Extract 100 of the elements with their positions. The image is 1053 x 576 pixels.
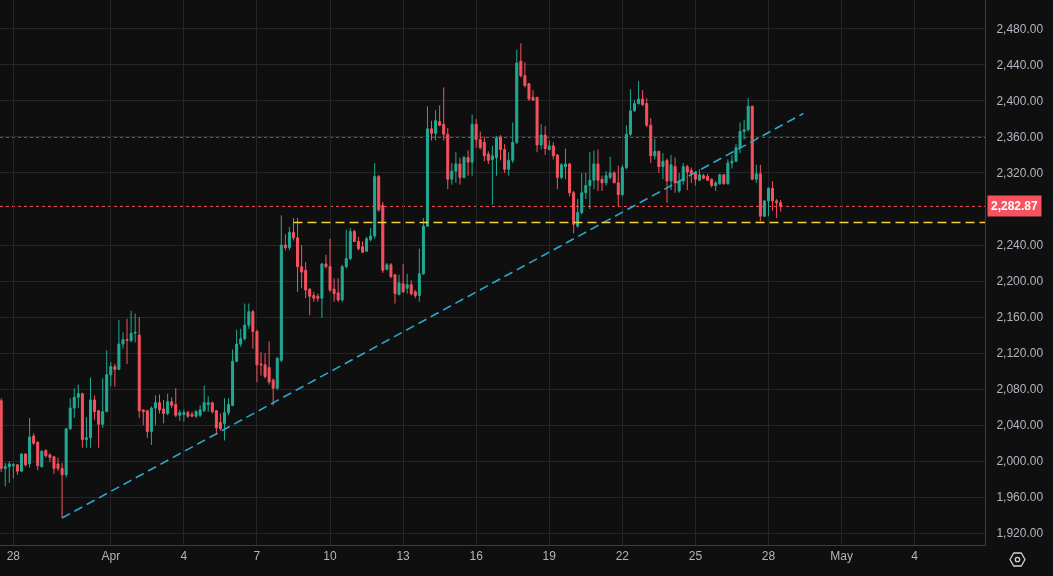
candlestick	[19, 452, 23, 473]
candlestick	[80, 392, 84, 449]
candlestick	[466, 149, 470, 177]
y-tick-label: 1,920.00	[996, 526, 1044, 541]
candlestick	[539, 123, 543, 151]
candlestick	[661, 152, 665, 180]
candlestick	[11, 462, 15, 479]
candlestick	[287, 226, 291, 251]
y-tick-label: 2,240.00	[996, 238, 1044, 253]
y-tick-label: 1,960.00	[996, 490, 1044, 505]
candlestick	[89, 376, 92, 449]
candlestick	[52, 455, 56, 475]
y-tick-label: 2,480.00	[996, 22, 1044, 37]
candlestick	[129, 310, 133, 343]
candlestick	[194, 409, 198, 419]
candlestick	[673, 157, 677, 194]
candlestick	[547, 140, 551, 151]
candlestick	[186, 410, 190, 419]
x-tick-label: 4	[911, 549, 919, 564]
candlestick	[754, 164, 758, 184]
candlestick	[24, 452, 28, 468]
candlestick	[470, 113, 474, 177]
candlestick	[702, 173, 706, 180]
candlestick	[596, 149, 600, 192]
candlestick	[283, 233, 287, 251]
x-tick-label: 13	[396, 549, 411, 564]
candlestick	[3, 462, 7, 487]
y-tick-label: 2,200.00	[996, 274, 1044, 289]
candlestick	[726, 158, 730, 186]
x-tick-label: 16	[469, 549, 484, 564]
x-tick-label: 10	[323, 549, 338, 564]
candlestick	[657, 150, 661, 174]
x-tick-label: 22	[615, 549, 630, 564]
candlestick	[166, 393, 170, 416]
candlestick	[361, 240, 364, 254]
candlestick	[750, 104, 754, 181]
candlestick	[222, 397, 226, 441]
y-tick-label: 2,040.00	[996, 418, 1044, 433]
candlestick	[722, 174, 726, 186]
candlestick	[373, 162, 377, 240]
candlestick	[7, 460, 11, 484]
candlestick	[202, 385, 206, 413]
y-tick-label: 2,000.00	[996, 454, 1044, 469]
candlestick	[697, 168, 701, 182]
candlestick	[474, 118, 478, 149]
y-tick-label: 2,120.00	[996, 346, 1044, 361]
candlestick	[434, 109, 438, 142]
candlestick	[162, 399, 166, 424]
x-tick-label: May	[830, 549, 853, 564]
candlestick	[60, 462, 64, 519]
candlestick	[409, 279, 413, 296]
candlestick	[564, 148, 567, 180]
candlestick	[178, 409, 182, 422]
ref-line-label: 2,282.87	[991, 199, 1039, 213]
candlestick	[0, 397, 3, 473]
y-tick-label: 2,160.00	[996, 310, 1044, 325]
candlestick	[430, 120, 434, 142]
x-tick-label: Apr	[101, 549, 121, 564]
candlestick	[669, 154, 673, 191]
candlestick	[454, 151, 458, 184]
candlestick	[117, 319, 121, 371]
candlestick	[710, 177, 714, 188]
y-tick-label: 2,360.00	[996, 130, 1044, 145]
candlestick	[405, 273, 409, 295]
candlestick	[182, 409, 186, 423]
candlestick	[44, 449, 48, 459]
x-tick-label: 4	[180, 549, 188, 564]
x-tick-label: 7	[253, 549, 261, 564]
candlestick	[665, 158, 669, 204]
candlestick	[458, 157, 462, 186]
y-tick-label: 2,080.00	[996, 382, 1044, 397]
candlestick	[401, 263, 405, 294]
candlestick	[190, 411, 194, 418]
candlestick	[316, 293, 320, 303]
y-tick-label: 2,440.00	[996, 58, 1044, 73]
candlestick	[133, 312, 137, 343]
candlestick	[320, 262, 324, 319]
candlestick	[543, 125, 547, 156]
y-tick-label: 2,400.00	[996, 94, 1044, 109]
candlestick	[40, 449, 44, 469]
candlestick	[296, 217, 300, 293]
candlestick	[174, 387, 178, 418]
x-tick-label: 25	[688, 549, 703, 564]
x-tick-label: 19	[542, 549, 557, 564]
candlestick	[113, 363, 117, 387]
candlestick	[15, 463, 19, 476]
candlestick	[218, 412, 222, 432]
candlestick	[685, 164, 689, 191]
x-tick-label: 28	[761, 549, 776, 564]
candlestick	[588, 151, 592, 210]
candlestick	[125, 318, 129, 365]
x-tick-label: 28	[6, 549, 21, 564]
candlestick	[653, 138, 657, 160]
candlestick	[28, 417, 32, 469]
candlestick	[145, 409, 149, 439]
candlestick	[462, 155, 466, 179]
candlestick	[693, 170, 697, 187]
candlestick	[336, 277, 340, 303]
candlestick	[397, 274, 401, 296]
candlestick	[482, 136, 486, 162]
